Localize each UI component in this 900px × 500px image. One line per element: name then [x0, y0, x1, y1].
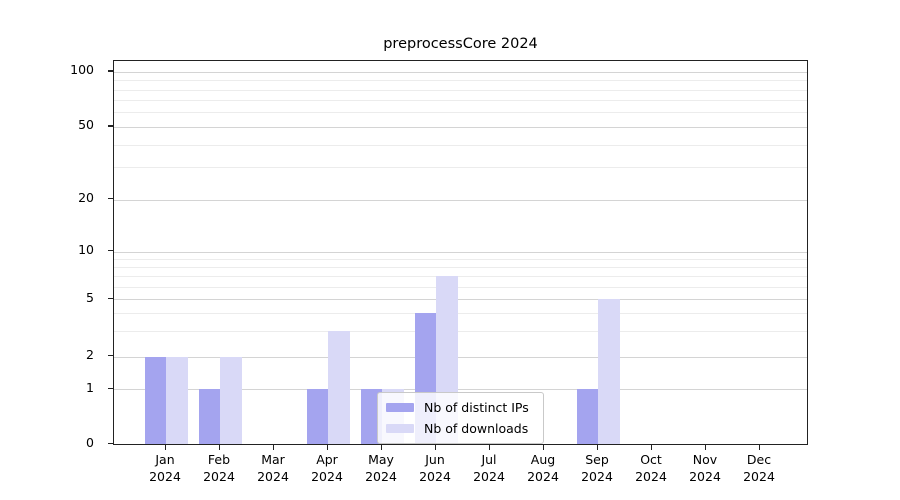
minor-gridline — [114, 112, 807, 114]
legend-item-downloads: Nb of downloads — [386, 421, 529, 436]
legend-item-distinct-ips: Nb of distinct IPs — [386, 400, 529, 415]
minor-gridline — [114, 167, 807, 169]
bar-downloads-jan — [166, 356, 188, 444]
bar-distinct-ips-may — [360, 389, 382, 444]
legend: Nb of distinct IPs Nb of downloads — [377, 392, 544, 444]
x-tick-mark — [758, 445, 760, 450]
minor-gridline — [114, 266, 807, 268]
x-tick-mark — [326, 445, 328, 450]
y-tick-mark — [108, 355, 113, 357]
minor-gridline — [114, 276, 807, 278]
y-tick-label-0: 0 — [86, 434, 94, 450]
y-tick-mark — [108, 387, 113, 389]
bar-downloads-sep — [598, 299, 620, 444]
bar-downloads-apr — [328, 331, 350, 444]
y-tick-label-100: 100 — [70, 62, 94, 78]
y-tick-mark — [108, 198, 113, 200]
x-tick-mark — [542, 445, 544, 450]
bar-distinct-ips-feb — [198, 389, 220, 444]
x-tick-label-feb: Feb 2024 — [203, 452, 235, 484]
minor-gridline — [114, 100, 807, 102]
x-tick-label-may: May 2024 — [365, 452, 397, 484]
x-tick-mark — [704, 445, 706, 450]
x-tick-mark — [164, 445, 166, 450]
bar-downloads-feb — [220, 356, 242, 444]
major-gridline — [114, 356, 807, 358]
minor-gridline — [114, 331, 807, 333]
x-tick-mark — [434, 445, 436, 450]
y-tick-label-2: 2 — [86, 347, 94, 363]
x-tick-mark — [380, 445, 382, 450]
legend-label-distinct-ips: Nb of distinct IPs — [424, 400, 529, 415]
x-tick-label-mar: Mar 2024 — [257, 452, 289, 484]
major-gridline — [114, 71, 807, 73]
x-tick-label-oct: Oct 2024 — [635, 452, 667, 484]
minor-gridline — [114, 89, 807, 91]
x-tick-label-nov: Nov 2024 — [689, 452, 721, 484]
y-tick-label-1: 1 — [86, 379, 94, 395]
plot-area — [113, 60, 808, 445]
legend-label-downloads: Nb of downloads — [424, 421, 529, 436]
major-gridline — [114, 389, 807, 391]
major-gridline — [114, 199, 807, 201]
major-gridline — [114, 126, 807, 128]
chart-title: preprocessCore 2024 — [383, 36, 538, 52]
legend-swatch-distinct-ips — [386, 402, 414, 413]
x-tick-mark — [596, 445, 598, 450]
bar-distinct-ips-sep — [576, 389, 598, 444]
x-tick-mark — [272, 445, 274, 450]
minor-gridline — [114, 258, 807, 260]
y-tick-label-5: 5 — [86, 289, 94, 305]
y-tick-mark — [108, 70, 113, 72]
y-tick-mark — [108, 442, 113, 444]
x-tick-mark — [488, 445, 490, 450]
y-tick-label-10: 10 — [78, 242, 94, 257]
major-gridline — [114, 299, 807, 301]
x-tick-label-jul: Jul 2024 — [473, 452, 505, 484]
x-tick-label-jun: Jun 2024 — [419, 452, 451, 484]
y-tick-mark — [108, 297, 113, 300]
y-tick-label-20: 20 — [78, 190, 94, 206]
minor-gridline — [114, 144, 807, 146]
bar-distinct-ips-jan — [144, 356, 166, 444]
x-tick-label-apr: Apr 2024 — [311, 452, 343, 484]
y-tick-mark — [108, 125, 113, 127]
x-tick-label-jan: Jan 2024 — [149, 452, 181, 484]
y-tick-mark — [108, 250, 113, 252]
minor-gridline — [114, 286, 807, 288]
x-tick-mark — [650, 445, 652, 450]
x-tick-mark — [218, 445, 220, 450]
x-tick-label-dec: Dec 2024 — [743, 452, 775, 484]
major-gridline — [114, 251, 807, 253]
minor-gridline — [114, 313, 807, 315]
legend-swatch-downloads — [386, 423, 414, 434]
x-tick-label-aug: Aug 2024 — [527, 452, 559, 484]
y-tick-label-50: 50 — [78, 117, 94, 133]
bar-distinct-ips-apr — [306, 389, 328, 444]
x-tick-label-sep: Sep 2024 — [581, 452, 613, 484]
minor-gridline — [114, 80, 807, 82]
